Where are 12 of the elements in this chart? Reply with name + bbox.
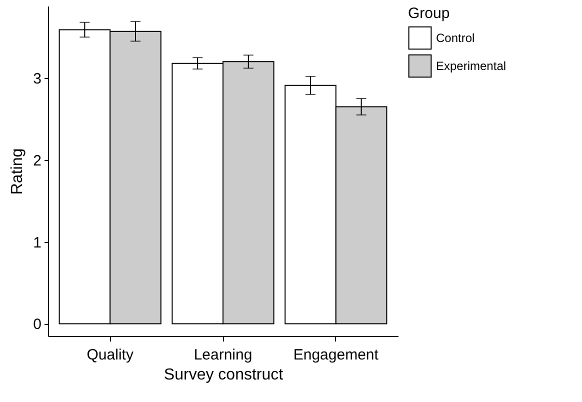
x-tick-label: Learning bbox=[194, 346, 252, 364]
legend-title: Group bbox=[408, 5, 450, 22]
x-tick-label: Engagement bbox=[293, 346, 380, 364]
y-tick-label: 2 bbox=[33, 152, 42, 170]
y-axis-title: Rating bbox=[9, 148, 26, 195]
y-tick-label: 0 bbox=[33, 316, 42, 334]
x-axis-title: Survey construct bbox=[164, 366, 284, 384]
y-tick-label: 1 bbox=[33, 234, 42, 252]
legend-label: Control bbox=[436, 31, 475, 45]
legend-label: Experimental bbox=[436, 59, 506, 73]
x-tick-label: Quality bbox=[86, 346, 134, 364]
y-tick-label: 3 bbox=[33, 70, 42, 88]
